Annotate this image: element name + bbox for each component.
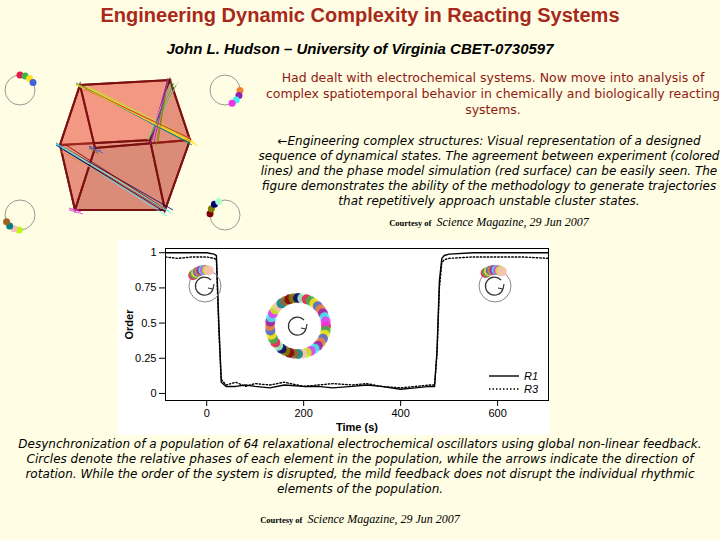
svg-text:Order: Order: [123, 309, 135, 340]
svg-text:0.25: 0.25: [135, 352, 156, 364]
svg-text:0.75: 0.75: [135, 281, 156, 293]
html-text:Courtesy of Science Magazine,: Courtesy of Science Magazine, 29 Jun 200…: [260, 512, 460, 526]
html-text:R1: R1: [523, 369, 538, 382]
svg-text:1: 1: [150, 246, 156, 258]
html-text:John L. Hudson – University of: John L. Hudson – University of Virginia …: [166, 40, 554, 57]
svg-text:400: 400: [391, 407, 409, 419]
svg-text:600: 600: [488, 407, 506, 419]
html-text:Desynchronization of a populat: Desynchronization of a population of 64 …: [18, 437, 702, 496]
html-text:Engineering Dynamic Complexity: Engineering Dynamic Complexity in Reacti…: [100, 4, 620, 26]
svg-text:0.5: 0.5: [141, 317, 156, 329]
svg-text:200: 200: [294, 407, 312, 419]
svg-text:Time (s): Time (s): [336, 421, 378, 433]
html-text:←Engineering complex structure: ←Engineering complex structures: Visual …: [258, 134, 720, 208]
html-text:R3: R3: [523, 382, 538, 395]
svg-text:0: 0: [204, 407, 210, 419]
svg-text:0: 0: [150, 387, 156, 399]
html-text:Had dealt with electrochemical: Had dealt with electrochemical systems. …: [265, 70, 720, 117]
html-text:Courtesy of Science Magazine,: Courtesy of Science Magazine, 29 Jun 200…: [389, 215, 589, 229]
